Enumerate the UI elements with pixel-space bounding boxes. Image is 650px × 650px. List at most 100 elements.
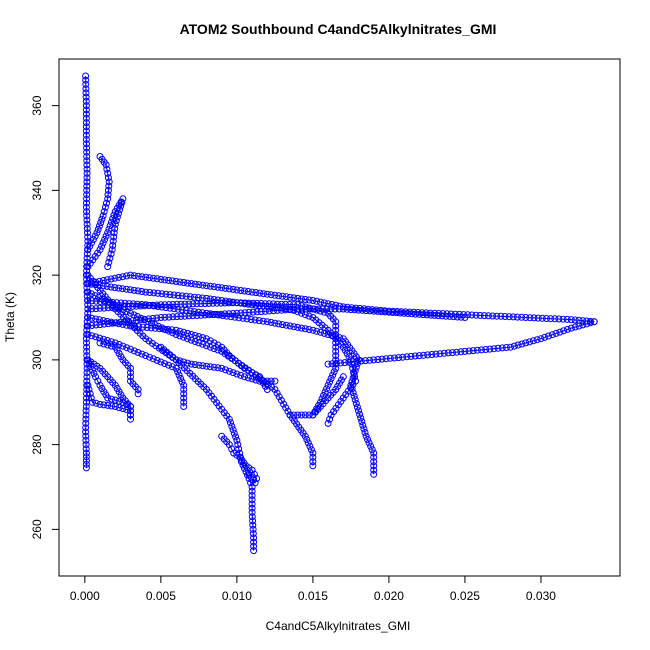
data-point — [225, 310, 233, 318]
data-point — [364, 436, 372, 443]
data-point — [115, 284, 123, 292]
data-point — [94, 377, 102, 385]
data-point — [294, 301, 302, 309]
data-point — [273, 389, 281, 397]
data-point — [180, 386, 188, 393]
data-point — [419, 311, 427, 319]
data-point — [111, 403, 119, 410]
data-point — [461, 347, 469, 355]
data-point — [150, 289, 158, 297]
data-point — [497, 312, 505, 320]
x-tick-label: 0.030 — [526, 589, 556, 603]
data-point — [393, 309, 400, 317]
data-point — [304, 439, 312, 447]
data-point — [83, 182, 91, 190]
data-point — [108, 304, 116, 312]
data-point — [480, 312, 488, 320]
data-point — [145, 302, 153, 309]
data-point — [174, 368, 182, 376]
data-point — [187, 360, 195, 368]
data-point — [127, 373, 134, 381]
data-point — [231, 313, 239, 321]
data-point — [230, 429, 238, 437]
data-point — [187, 280, 195, 288]
data-point — [190, 293, 198, 301]
data-point — [377, 308, 385, 316]
data-point — [203, 362, 210, 370]
data-point — [124, 317, 132, 325]
data-point — [355, 356, 362, 364]
data-point — [303, 436, 311, 443]
data-point — [265, 307, 273, 315]
data-point — [103, 199, 110, 207]
data-point — [157, 358, 165, 366]
data-point — [96, 304, 104, 312]
data-point — [129, 302, 136, 310]
data-point — [309, 458, 317, 466]
data-point — [332, 343, 340, 351]
data-point — [249, 525, 257, 533]
data-point — [120, 303, 128, 311]
data-point — [290, 323, 298, 331]
data-point — [142, 301, 150, 309]
data-point — [229, 298, 237, 306]
data-point — [92, 333, 100, 341]
data-point — [203, 282, 210, 290]
data-point — [206, 363, 214, 371]
data-point — [177, 375, 185, 382]
data-point — [282, 404, 290, 412]
data-point — [142, 288, 150, 296]
data-point — [321, 388, 329, 396]
data-point — [241, 287, 248, 295]
data-point — [378, 355, 386, 363]
data-point — [210, 363, 218, 371]
data-point — [237, 299, 245, 307]
data-point — [93, 229, 101, 237]
data-point — [111, 220, 119, 228]
data-point — [141, 302, 149, 310]
data-point — [149, 274, 157, 282]
data-point — [106, 254, 114, 262]
data-point — [298, 305, 306, 313]
data-point — [164, 325, 172, 333]
data-point — [478, 346, 485, 354]
data-point — [237, 287, 245, 294]
data-point — [567, 324, 575, 332]
data-point — [95, 293, 102, 301]
data-point — [201, 311, 209, 319]
data-point — [83, 377, 91, 385]
data-point — [469, 347, 477, 355]
data-point — [244, 374, 252, 382]
data-point — [347, 306, 355, 314]
data-point — [203, 342, 210, 350]
data-point — [408, 310, 416, 318]
data-point — [400, 309, 408, 317]
data-point — [545, 332, 552, 340]
data-point — [82, 72, 90, 80]
data-point — [96, 316, 103, 324]
y-tick-label: 260 — [30, 519, 44, 539]
data-point — [191, 280, 199, 288]
data-point — [105, 182, 113, 190]
data-point — [249, 517, 257, 525]
data-point — [82, 428, 90, 436]
data-point — [490, 345, 498, 353]
data-point — [449, 349, 456, 357]
data-point — [423, 311, 431, 319]
data-point — [543, 315, 550, 322]
data-point — [82, 89, 90, 97]
data-point — [370, 307, 378, 315]
data-point — [339, 305, 347, 313]
data-point — [108, 395, 115, 403]
data-point — [180, 390, 188, 398]
data-point — [349, 364, 357, 372]
data-point — [115, 209, 122, 217]
data-point — [374, 307, 381, 315]
data-point — [127, 271, 134, 279]
data-point — [370, 466, 378, 474]
data-point — [122, 285, 130, 293]
data-point — [267, 291, 275, 299]
data-point — [115, 273, 123, 281]
data-point — [222, 366, 229, 374]
data-point — [286, 411, 294, 419]
